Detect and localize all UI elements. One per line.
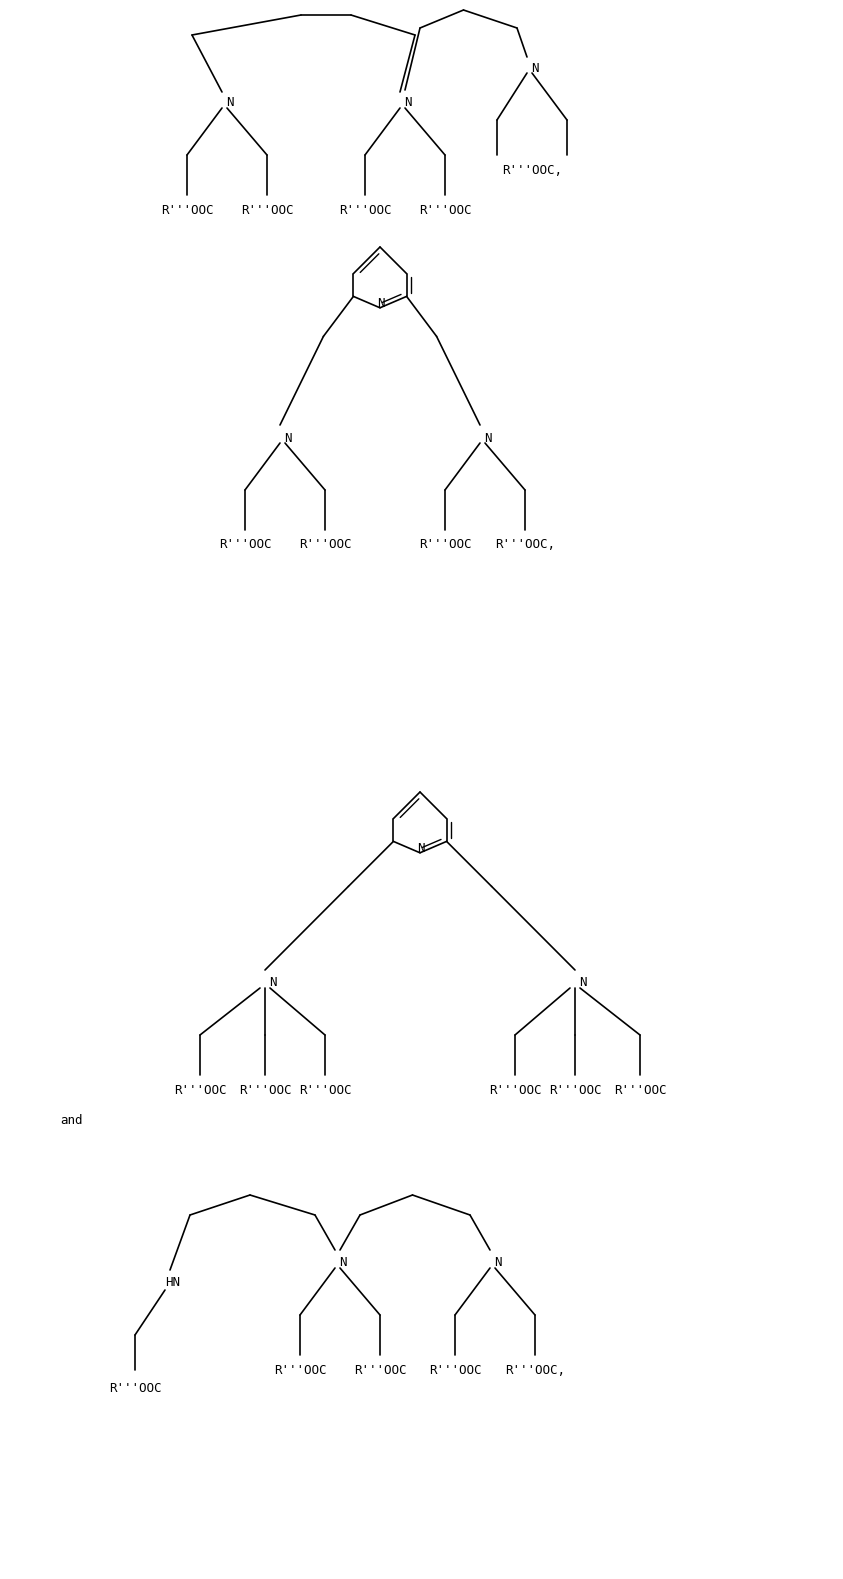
Text: R'''OOC: R'''OOC: [241, 204, 293, 216]
Text: R'''OOC: R'''OOC: [614, 1083, 666, 1096]
Text: R'''OOC: R'''OOC: [419, 204, 471, 216]
Text: N: N: [531, 62, 539, 74]
Text: N: N: [378, 297, 384, 311]
Text: N: N: [579, 976, 587, 990]
Text: R'''OOC: R'''OOC: [419, 538, 471, 551]
Text: R'''OOC: R'''OOC: [174, 1083, 226, 1096]
Text: N: N: [484, 431, 491, 445]
Text: N: N: [339, 1257, 346, 1270]
Text: R'''OOC,: R'''OOC,: [502, 164, 562, 177]
Text: N: N: [226, 96, 234, 109]
Text: N: N: [284, 431, 292, 445]
Text: R'''OOC: R'''OOC: [298, 1083, 352, 1096]
Text: R'''OOC,: R'''OOC,: [495, 538, 555, 551]
Text: HN: HN: [165, 1276, 180, 1290]
Text: R'''OOC: R'''OOC: [161, 204, 213, 216]
Text: R'''OOC: R'''OOC: [489, 1083, 541, 1096]
Text: N: N: [405, 96, 411, 109]
Text: R'''OOC: R'''OOC: [298, 538, 352, 551]
Text: N: N: [269, 976, 277, 990]
Text: R'''OOC: R'''OOC: [239, 1083, 291, 1096]
Text: R'''OOC: R'''OOC: [429, 1364, 481, 1377]
Text: R'''OOC: R'''OOC: [549, 1083, 601, 1096]
Text: R'''OOC: R'''OOC: [339, 204, 391, 216]
Text: R'''OOC: R'''OOC: [109, 1382, 161, 1394]
Text: R'''OOC: R'''OOC: [274, 1364, 326, 1377]
Text: N: N: [494, 1257, 502, 1270]
Text: and: and: [60, 1113, 83, 1126]
Text: N: N: [417, 842, 425, 856]
Text: R'''OOC: R'''OOC: [354, 1364, 406, 1377]
Text: R'''OOC,: R'''OOC,: [505, 1364, 565, 1377]
Text: R'''OOC: R'''OOC: [218, 538, 271, 551]
